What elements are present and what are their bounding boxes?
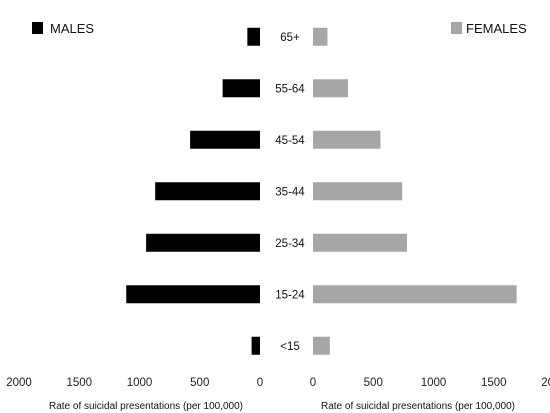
males-x-tick-1500: 1500 [66, 377, 92, 389]
females-x-tick-1000: 1000 [421, 377, 447, 389]
age-label-45-54: 45-54 [275, 135, 305, 147]
females-bar-35-44 [313, 182, 403, 201]
age-label-25-34: 25-34 [275, 238, 305, 250]
males-bars [126, 27, 261, 355]
males-bar-55-64 [222, 79, 260, 98]
females-legend-label: FEMALES [466, 21, 527, 36]
females-x-tick-labels: 0 500 1000 1500 2000 [310, 377, 550, 389]
males-bar-25-34 [146, 233, 260, 252]
age-label-15-24: 15-24 [275, 289, 305, 301]
females-x-tick-0: 0 [310, 377, 316, 389]
males-legend-label: MALES [50, 21, 94, 36]
females-x-axis-title: Rate of suicidal presentations (per 100,… [321, 401, 515, 412]
males-x-tick-0: 0 [257, 377, 263, 389]
age-label-65+: 65+ [280, 32, 300, 44]
males-x-tick-2000: 2000 [6, 377, 32, 389]
males-legend-swatch [32, 22, 43, 34]
males-bar-15-24 [126, 285, 261, 304]
males-bar-<15 [251, 336, 260, 355]
females-bar-55-64 [313, 79, 348, 98]
males-x-tick-labels: 2000 1500 1000 500 0 [6, 377, 263, 389]
females-bar-<15 [313, 336, 330, 355]
females-bar-65+ [313, 27, 328, 46]
females-bar-45-54 [313, 130, 381, 149]
age-group-labels: <15 15-24 25-34 35-44 45-54 55-64 65+ [275, 32, 305, 353]
females-bars [313, 27, 517, 355]
males-bar-65+ [247, 27, 260, 46]
females-x-tick-500: 500 [364, 377, 383, 389]
females-bar-25-34 [313, 233, 407, 252]
females-x-tick-1500: 1500 [481, 377, 507, 389]
females-bar-15-24 [313, 285, 517, 304]
males-x-tick-1000: 1000 [127, 377, 153, 389]
males-bar-45-54 [190, 130, 260, 149]
age-label-55-64: 55-64 [275, 83, 305, 95]
males-bar-35-44 [155, 182, 260, 201]
males-x-axis-title: Rate of suicidal presentations (per 100,… [49, 401, 243, 412]
age-label-<15: <15 [280, 341, 300, 353]
females-x-tick-2000: 2000 [541, 377, 550, 389]
females-legend-swatch [451, 22, 462, 34]
age-label-35-44: 35-44 [275, 186, 305, 198]
males-x-tick-500: 500 [190, 377, 209, 389]
